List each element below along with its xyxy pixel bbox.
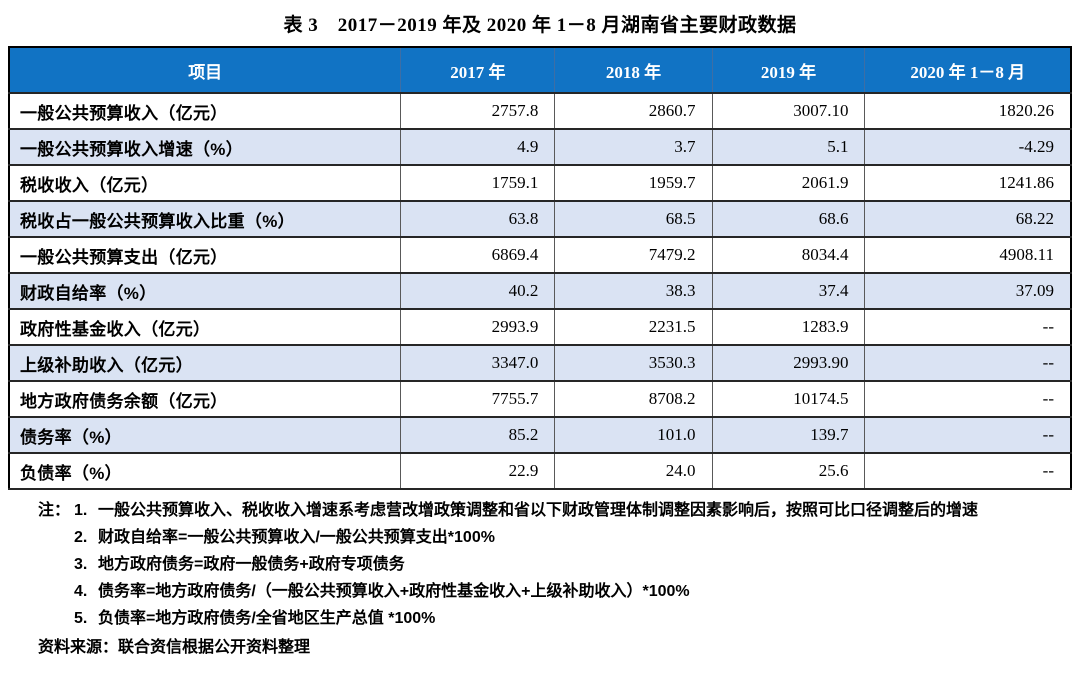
value-cell: 2860.7 [554,92,713,130]
value-cell: 85.2 [400,416,556,454]
value-cell: 2231.5 [554,308,713,346]
note-item: 3. 地方政府债务=政府一般债务+政府专项债务 [74,551,1048,578]
value-cell: 8708.2 [554,380,713,418]
notes-label: 注： [38,502,71,519]
value-cell: 22.9 [400,452,556,490]
value-cell: 4.9 [400,128,556,166]
value-cell: 7755.7 [400,380,556,418]
value-cell: -- [864,308,1072,346]
value-cell: 38.3 [554,272,713,310]
table-row: 一般公共预算支出（亿元） 6869.4 7479.2 8034.4 4908.1… [8,236,1072,274]
table-row: 一般公共预算收入增速（%） 4.9 3.7 5.1 -4.29 [8,128,1072,166]
row-label-cell: 债务率（%） [8,416,402,454]
note-text: 地方政府债务=政府一般债务+政府专项债务 [98,556,405,573]
row-label-cell: 政府性基金收入（亿元） [8,308,402,346]
value-cell: -- [864,452,1072,490]
value-cell: 3007.10 [711,92,866,130]
row-label-cell: 税收占一般公共预算收入比重（%） [8,200,402,238]
value-cell: -4.29 [864,128,1072,166]
note-item: 5. 负债率=地方政府债务/全省地区生产总值 *100% [74,605,1048,632]
notes-list: 1. 一般公共预算收入、税收收入增速系考虑营改增政策调整和省以下财政管理体制调整… [74,497,1048,632]
table-title: 表 3 2017－2019 年及 2020 年 1－8 月湖南省主要财政数据 [283,15,797,36]
value-cell: 2061.9 [711,164,866,202]
value-cell: 25.6 [711,452,866,490]
table-row: 税收占一般公共预算收入比重（%） 63.8 68.5 68.6 68.22 [8,200,1072,238]
column-header-2018: 2018 年 [554,47,713,94]
row-label-cell: 上级补助收入（亿元） [8,344,402,382]
value-cell: 68.6 [711,200,866,238]
value-cell: 1283.9 [711,308,866,346]
table-row: 税收收入（亿元） 1759.1 1959.7 2061.9 1241.86 [8,164,1072,202]
value-cell: 68.5 [554,200,713,238]
note-number: 3. [74,556,88,573]
value-cell: 139.7 [711,416,866,454]
value-cell: -- [864,416,1072,454]
value-cell: 2757.8 [400,92,556,130]
table-header-row: 项目 2017 年 2018 年 2019 年 2020 年 1－8 月 [8,47,1072,94]
value-cell: 7479.2 [554,236,713,274]
value-cell: 1759.1 [400,164,556,202]
value-cell: 4908.11 [864,236,1072,274]
note-text: 负债率=地方政府债务/全省地区生产总值 *100% [98,610,436,627]
note-item: 2. 财政自给率=一般公共预算收入/一般公共预算支出*100% [74,524,1048,551]
value-cell: 101.0 [554,416,713,454]
value-cell: 68.22 [864,200,1072,238]
row-label-cell: 税收收入（亿元） [8,164,402,202]
table-row: 财政自给率（%） 40.2 38.3 37.4 37.09 [8,272,1072,310]
table-row: 债务率（%） 85.2 101.0 139.7 -- [8,416,1072,454]
value-cell: 1241.86 [864,164,1072,202]
value-cell: 40.2 [400,272,556,310]
row-label-cell: 一般公共预算支出（亿元） [8,236,402,274]
note-number: 5. [74,610,88,627]
note-number: 1. [74,502,88,519]
table-row: 一般公共预算收入（亿元） 2757.8 2860.7 3007.10 1820.… [8,92,1072,130]
value-cell: 2993.9 [400,308,556,346]
value-cell: 37.09 [864,272,1072,310]
note-text: 债务率=地方政府债务/（一般公共预算收入+政府性基金收入+上级补助收入）*100… [98,583,690,600]
table-row: 政府性基金收入（亿元） 2993.9 2231.5 1283.9 -- [8,308,1072,346]
document-page: 表 3 2017－2019 年及 2020 年 1－8 月湖南省主要财政数据 项… [8,15,1072,656]
value-cell: 3530.3 [554,344,713,382]
value-cell: 2993.90 [711,344,866,382]
note-text: 财政自给率=一般公共预算收入/一般公共预算支出*100% [98,529,495,546]
value-cell: -- [864,344,1072,382]
column-header-2019: 2019 年 [711,47,866,94]
note-text: 一般公共预算收入、税收收入增速系考虑营改增政策调整和省以下财政管理体制调整因素影… [98,502,979,519]
value-cell: -- [864,380,1072,418]
value-cell: 6869.4 [400,236,556,274]
value-cell: 1959.7 [554,164,713,202]
notes: 注： 1. 一般公共预算收入、税收收入增速系考虑营改增政策调整和省以下财政管理体… [38,497,1048,632]
value-cell: 1820.26 [864,92,1072,130]
table-row: 负债率（%） 22.9 24.0 25.6 -- [8,452,1072,490]
value-cell: 24.0 [554,452,713,490]
value-cell: 5.1 [711,128,866,166]
row-label-cell: 一般公共预算收入（亿元） [8,92,402,130]
table-row: 地方政府债务余额（亿元） 7755.7 8708.2 10174.5 -- [8,380,1072,418]
value-cell: 3347.0 [400,344,556,382]
value-cell: 37.4 [711,272,866,310]
value-cell: 8034.4 [711,236,866,274]
column-header-2020-jan-aug: 2020 年 1－8 月 [864,47,1072,94]
table-row: 上级补助收入（亿元） 3347.0 3530.3 2993.90 -- [8,344,1072,382]
row-label-cell: 地方政府债务余额（亿元） [8,380,402,418]
note-item: 1. 一般公共预算收入、税收收入增速系考虑营改增政策调整和省以下财政管理体制调整… [74,497,1048,524]
data-source: 资料来源：联合资信根据公开资料整理 [38,639,311,656]
row-label-cell: 一般公共预算收入增速（%） [8,128,402,166]
note-number: 2. [74,529,88,546]
column-header-item: 项目 [8,47,402,94]
row-label-cell: 财政自给率（%） [8,272,402,310]
row-label-cell: 负债率（%） [8,452,402,490]
value-cell: 3.7 [554,128,713,166]
fiscal-data-table: 项目 2017 年 2018 年 2019 年 2020 年 1－8 月 一般公… [8,46,1072,490]
note-item: 4. 债务率=地方政府债务/（一般公共预算收入+政府性基金收入+上级补助收入）*… [74,578,1048,605]
note-number: 4. [74,583,88,600]
value-cell: 63.8 [400,200,556,238]
value-cell: 10174.5 [711,380,866,418]
column-header-2017: 2017 年 [400,47,556,94]
